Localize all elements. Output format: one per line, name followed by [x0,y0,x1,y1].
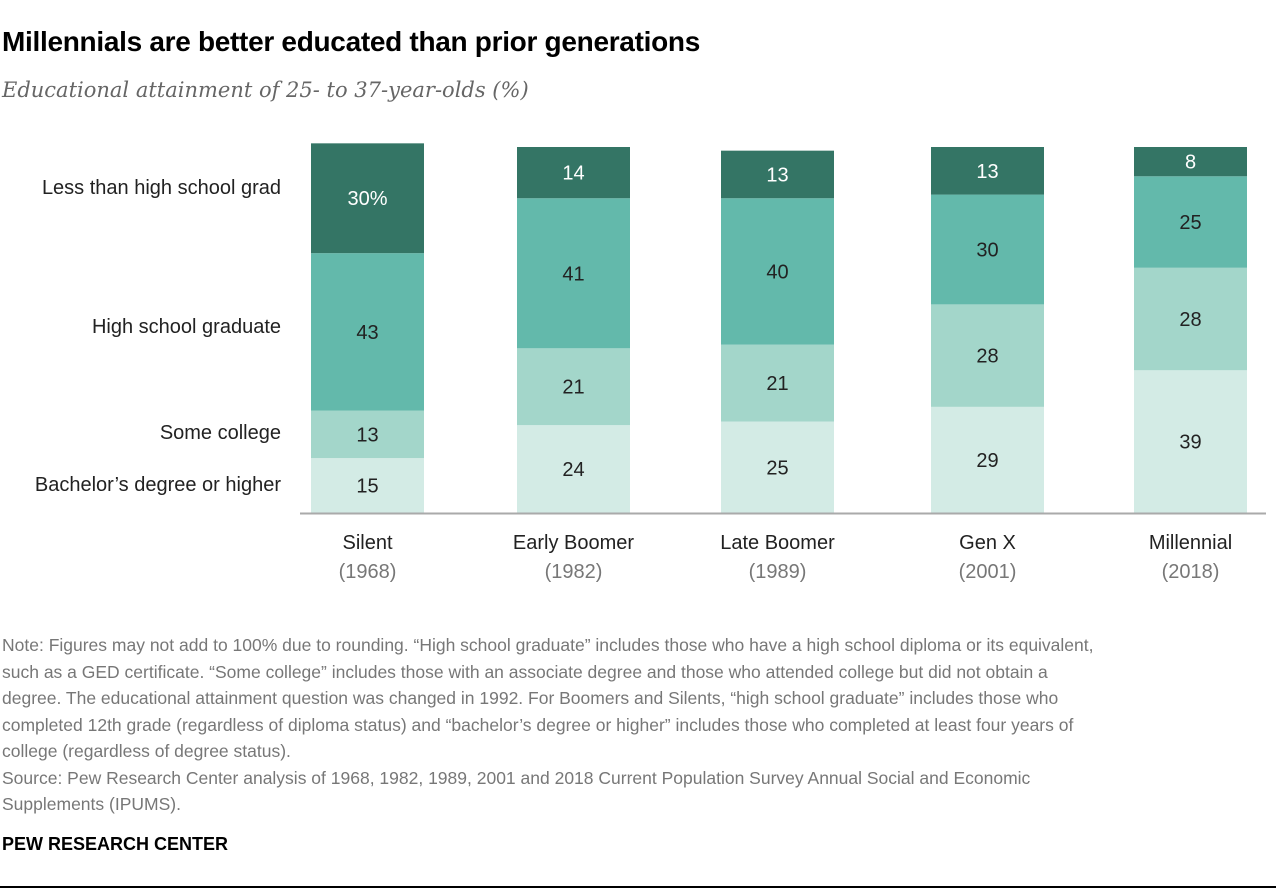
bar-segment [311,253,424,411]
category-label: Silent [342,532,392,554]
bar-segment [311,458,424,513]
chart-subtitle: Educational attainment of 25- to 37-year… [2,78,529,102]
category-year-label: (1989) [749,561,807,583]
source-line: Supplements (IPUMS). [2,794,181,814]
data-label: 30% [347,188,387,210]
bar-segment [1134,267,1247,371]
bar-segment [517,147,630,199]
bar-segment [721,150,834,199]
data-label: 14 [562,163,584,185]
legend-label: Less than high school grad [42,177,281,199]
data-label: 8 [1185,152,1196,174]
data-label: 13 [976,161,998,183]
category-year-label: (1982) [545,561,603,583]
data-label: 43 [356,322,378,344]
bar-segment [931,194,1044,305]
bar-segment [721,198,834,345]
data-label: 30 [976,239,998,261]
category-label: Gen X [959,532,1016,554]
category-label: Late Boomer [720,532,835,554]
bar-segment [311,410,424,459]
category-label: Millennial [1149,532,1232,554]
bar-segment [721,344,834,422]
data-label: 28 [976,346,998,368]
legend-label: High school graduate [92,316,281,338]
data-label: 25 [1179,212,1201,234]
data-label: 39 [1179,432,1201,454]
note-line: such as a GED certificate. “Some college… [2,661,1048,682]
brand-logo-text: PEW RESEARCH CENTER [2,834,229,854]
bar-segment [931,304,1044,407]
bar-segment [931,147,1044,195]
chart-title: Millennials are better educated than pri… [2,26,700,57]
data-label: 13 [766,164,788,186]
note-line: college (regardless of degree status). [2,741,291,761]
data-label: 25 [766,457,788,479]
data-label: 21 [562,377,584,399]
note-line: completed 12th grade (regardless of dipl… [2,714,1074,735]
legend-label: Bachelor’s degree or higher [35,474,281,496]
bar-segment [1134,147,1247,177]
bar-segment [517,348,630,426]
data-label: 28 [1179,309,1201,331]
stacked-bar-chart: 15 13 43 30% Silent (1968) 24 21 41 14 Early Boome… [35,143,1266,583]
data-label: 41 [562,263,584,285]
category-year-label: (2001) [959,561,1017,583]
bar-segment [517,425,630,513]
data-label: 21 [766,373,788,395]
category-year-label: (1968) [339,561,397,583]
data-label: 29 [976,450,998,472]
data-label: 24 [562,459,584,481]
bar-segment [1134,176,1247,268]
source-line: Source: Pew Research Center analysis of … [2,767,1031,788]
note-line: degree. The educational attainment quest… [2,688,1059,708]
data-label: 15 [356,476,378,498]
data-label: 40 [766,261,788,283]
data-label: 13 [356,424,378,446]
note-line: Note: Figures may not add to 100% due to… [2,635,1094,655]
category-label: Early Boomer [513,532,634,554]
legend-label: Some college [160,422,281,444]
category-year-label: (2018) [1162,561,1220,583]
bar-segment [311,143,424,254]
bar-segment [721,421,834,513]
bottom-rule [0,886,1276,888]
bar-segment [1134,370,1247,513]
notes: Note: Figures may not add to 100% due to… [2,632,1094,818]
bar-segment [517,198,630,349]
bar-segment [931,406,1044,513]
